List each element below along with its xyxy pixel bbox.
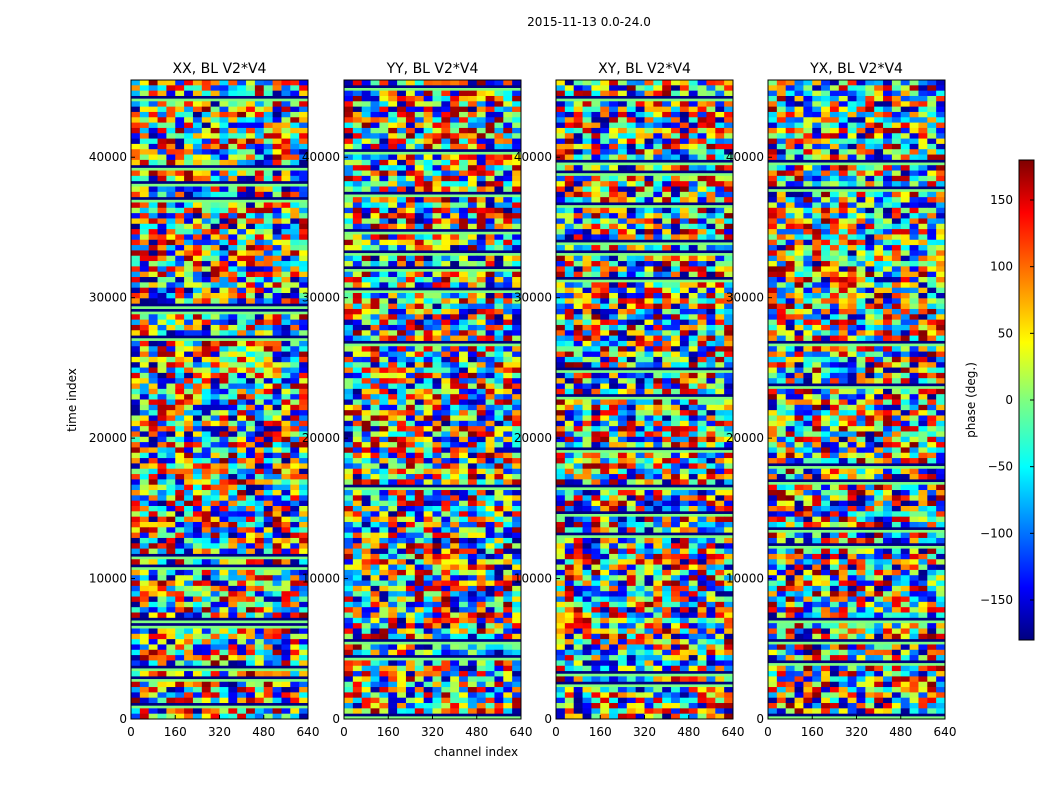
panels-layer: XX, BL V2*V4 0 160 320 480 640 0 10000 20000 3000… [89,61,957,739]
y-tick-label: 20000 [726,431,764,445]
y-tick-label: 20000 [302,431,340,445]
colorbar-tick-label: 100 [990,260,1013,274]
x-axis-label: channel index [434,745,518,759]
y-tick-label: 0 [756,712,764,726]
y-tick-label: 20000 [514,431,552,445]
x-tick-label: 160 [589,725,612,739]
x-tick-label: 640 [297,725,320,739]
colorbar-tick-label: 50 [998,326,1013,340]
y-tick-label: 0 [119,712,127,726]
y-tick-label: 0 [332,712,340,726]
x-tick-label: 320 [421,725,444,739]
x-tick-label: 160 [801,725,824,739]
y-tick-label: 10000 [514,572,552,586]
colorbar-tick-label: −150 [980,593,1013,607]
y-tick-label: 40000 [514,150,552,164]
y-tick-label: 40000 [302,150,340,164]
panel-yy: YY, BL V2*V4 0 160 320 480 640 0 10000 20000 3000… [302,61,533,739]
x-tick-label: 0 [552,725,560,739]
panel-xx: XX, BL V2*V4 0 160 320 480 640 0 10000 20000 3000… [89,61,320,739]
x-tick-label: 0 [764,725,772,739]
y-tick-label: 30000 [89,291,127,305]
panel-xy: XY, BL V2*V4 0 160 320 480 640 0 10000 20000 3000… [514,61,745,739]
x-tick-label: 480 [465,725,488,739]
x-tick-label: 320 [845,725,868,739]
x-tick-label: 160 [164,725,187,739]
panel-title: YX, BL V2*V4 [809,61,903,77]
x-tick-label: 480 [889,725,912,739]
x-tick-label: 0 [127,725,135,739]
panel-title: XX, BL V2*V4 [173,61,267,77]
colorbar-tick-label: 0 [1005,393,1013,407]
x-tick-label: 320 [208,725,231,739]
y-tick-label: 10000 [726,572,764,586]
heatmap-image [344,80,521,719]
heatmap-image [768,80,945,719]
y-tick-label: 40000 [726,150,764,164]
panel-title: XY, BL V2*V4 [598,61,691,77]
heatmap-image [131,80,308,719]
x-tick-label: 160 [377,725,400,739]
y-tick-label: 20000 [89,431,127,445]
colorbar-label: phase (deg.) [964,362,978,438]
y-tick-label: 10000 [89,572,127,586]
x-tick-label: 640 [934,725,957,739]
y-tick-label: 30000 [726,291,764,305]
heatmap-image [556,80,733,719]
panel-title: YY, BL V2*V4 [386,61,479,77]
y-tick-label: 30000 [302,291,340,305]
colorbar-tick-label: −100 [980,526,1013,540]
figure-title: 2015-11-13 0.0-24.0 [527,15,651,29]
colorbar: phase (deg.) 150 100 50 0 −50 −100 −150 [964,159,1035,641]
colorbar-tick-label: −50 [988,460,1013,474]
x-tick-label: 0 [340,725,348,739]
x-tick-label: 480 [252,725,275,739]
y-tick-label: 10000 [302,572,340,586]
x-tick-label: 640 [722,725,745,739]
panel-yx: YX, BL V2*V4 0 160 320 480 640 0 10000 20000 3000… [726,61,957,739]
y-tick-label: 0 [544,712,552,726]
colorbar-tick-label: 150 [990,193,1013,207]
x-tick-label: 320 [633,725,656,739]
x-tick-label: 480 [677,725,700,739]
x-tick-label: 640 [510,725,533,739]
y-axis-label: time index [65,368,79,432]
y-tick-label: 40000 [89,150,127,164]
y-tick-label: 30000 [514,291,552,305]
